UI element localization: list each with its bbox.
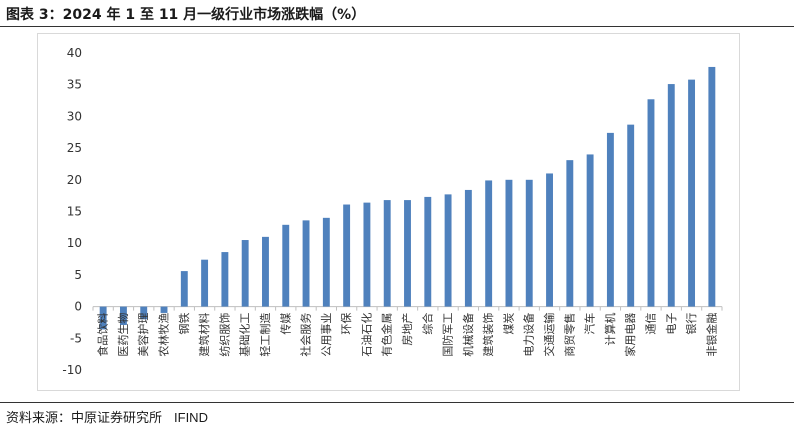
y-tick-label: 35 (67, 78, 82, 92)
bar (383, 200, 391, 307)
category-label: 建筑装饰 (481, 313, 495, 357)
figure-title: 图表 3：2024 年 1 至 11 月一级行业市场涨跌幅（%） (6, 7, 366, 23)
source-note: 资料来源：中原证券研究所 IFIND (6, 407, 208, 426)
category-label: 基础化工 (238, 313, 252, 357)
category-label: 轻工制造 (258, 313, 272, 357)
bar (180, 271, 188, 307)
bar (444, 194, 452, 307)
category-label: 建筑材料 (197, 313, 211, 357)
bar (667, 84, 675, 307)
chart-frame (37, 33, 740, 391)
bar (119, 306, 127, 325)
category-label: 公用事业 (320, 313, 333, 357)
bar (221, 252, 229, 307)
category-label: 家用电器 (623, 313, 637, 357)
category-label: 机械设备 (461, 313, 475, 357)
bar (566, 160, 574, 307)
category-label: 医药生物 (116, 313, 130, 357)
bottom-rule (0, 402, 794, 403)
bar (262, 236, 269, 307)
y-tick-label: 25 (67, 141, 82, 155)
bar (99, 306, 107, 330)
bar (343, 204, 351, 307)
bar (464, 189, 472, 307)
bar (546, 173, 553, 307)
bar (708, 66, 716, 307)
y-tick-label: 40 (67, 46, 82, 60)
y-tick-label: 5 (74, 268, 82, 282)
bar (241, 240, 249, 307)
bar (606, 132, 614, 307)
bar (363, 202, 371, 307)
bar (485, 180, 493, 307)
y-tick-label: 15 (67, 205, 82, 219)
category-label: 非银金融 (704, 313, 718, 357)
category-label: 食品饮料 (96, 313, 110, 357)
bar (627, 124, 635, 307)
category-label: 有色金属 (380, 313, 394, 357)
category-label: 农林牧渔 (157, 313, 171, 357)
bar (424, 196, 432, 307)
bar (201, 259, 209, 307)
category-label: 国防军工 (441, 313, 455, 357)
category-label: 计算机 (603, 313, 617, 346)
bar (282, 224, 290, 307)
bar (404, 200, 411, 307)
y-tick-label: -5 (70, 331, 82, 345)
category-label: 煤炭 (502, 313, 515, 335)
category-label: 美容护理 (136, 313, 150, 357)
bar (586, 154, 594, 307)
category-label: 社会服务 (299, 313, 313, 357)
bar (140, 306, 148, 320)
bar (302, 220, 310, 307)
category-label: 汽车 (583, 313, 597, 335)
y-tick-label: 0 (74, 300, 82, 314)
y-tick-label: -10 (62, 363, 82, 377)
bar (322, 217, 330, 307)
top-rule (0, 26, 794, 27)
bar (505, 179, 513, 307)
source-label: 资料来源：中原证券研究所 (6, 411, 163, 426)
bar (160, 306, 168, 313)
category-label: 电子 (665, 313, 678, 335)
category-label: 纺织服饰 (217, 313, 231, 357)
category-label: 交通运输 (542, 313, 556, 357)
category-label: 环保 (339, 313, 353, 335)
source-tail: IFIND (174, 410, 208, 425)
category-label: 银行 (684, 313, 698, 335)
bar (647, 99, 655, 307)
category-label: 电力设备 (522, 313, 536, 357)
category-label: 通信 (644, 313, 657, 335)
category-label: 综合 (420, 313, 434, 335)
y-tick-label: 10 (67, 236, 82, 250)
y-tick-label: 30 (67, 109, 82, 123)
category-label: 石油石化 (359, 313, 373, 357)
category-label: 钢铁 (178, 313, 191, 335)
bar (525, 179, 533, 307)
category-label: 商贸零售 (562, 313, 576, 357)
category-label: 房地产 (400, 313, 414, 346)
category-label: 传媒 (279, 313, 292, 335)
bar-chart: -10-50510152025303540食品饮料 医药生物 美容护理 农林牧渔 钢铁建… (62, 46, 723, 377)
bar (688, 79, 696, 307)
y-tick-label: 20 (67, 173, 82, 187)
